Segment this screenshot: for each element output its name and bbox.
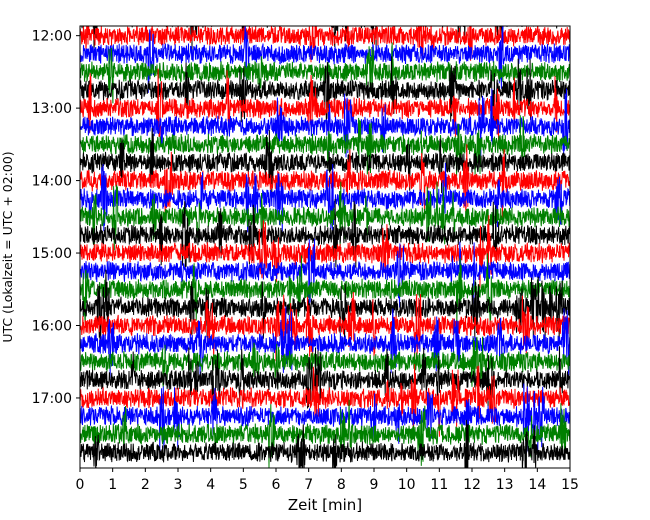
seismic-trace [80,68,570,144]
trace-group [80,26,570,468]
seismic-trace [80,26,570,93]
y-axis-label: UTC (Lokalzeit = UTC + 02:00) [0,151,15,342]
seismic-trace [80,269,570,347]
seismic-trace [80,162,570,235]
seismic-trace [80,383,570,453]
y-tick-label: 12:00 [32,29,72,45]
seismic-trace [80,346,570,418]
x-tick-label: 1 [108,477,117,493]
plot-frame [79,25,571,469]
x-tick-label: 9 [370,477,379,493]
y-tick-label: 17:00 [32,391,72,407]
x-axis: 0 1 2 3 4 5 6 7 8 9 10 11 12 13 14 15 [76,468,579,493]
x-tick-label: 11 [430,477,448,493]
seismic-trace [80,115,570,177]
x-tick-label: 10 [398,477,416,493]
y-tick-label: 13:00 [32,101,72,117]
y-tick-label: 14:00 [32,174,72,190]
x-tick-label: 15 [561,477,579,493]
x-tick-label: 5 [239,477,248,493]
x-tick-label: 2 [141,477,150,493]
seismic-trace [80,419,570,468]
x-tick-label: 13 [496,477,514,493]
y-tick-label: 16:00 [32,318,72,334]
x-tick-label: 7 [304,477,313,493]
seismic-trace [80,26,570,63]
x-tick-label: 6 [272,477,281,493]
x-axis-label: Zeit [min] [288,496,362,514]
x-tick-label: 14 [528,477,546,493]
seismic-trace [80,399,570,468]
y-tick-label: 15:00 [32,246,72,262]
seismic-trace [80,291,570,366]
x-tick-label: 8 [337,477,346,493]
x-tick-label: 4 [206,477,215,493]
x-tick-label: 0 [76,477,85,493]
y-axis: 12:00 13:00 14:00 15:00 16:00 17:00 [32,29,80,407]
seismic-trace [80,144,570,220]
seismic-trace [80,128,570,195]
x-tick-label: 3 [174,477,183,493]
seismic-trace [80,253,570,326]
seismic-trace [80,88,570,158]
seismic-trace [80,306,570,379]
x-tick-label: 12 [463,477,481,493]
